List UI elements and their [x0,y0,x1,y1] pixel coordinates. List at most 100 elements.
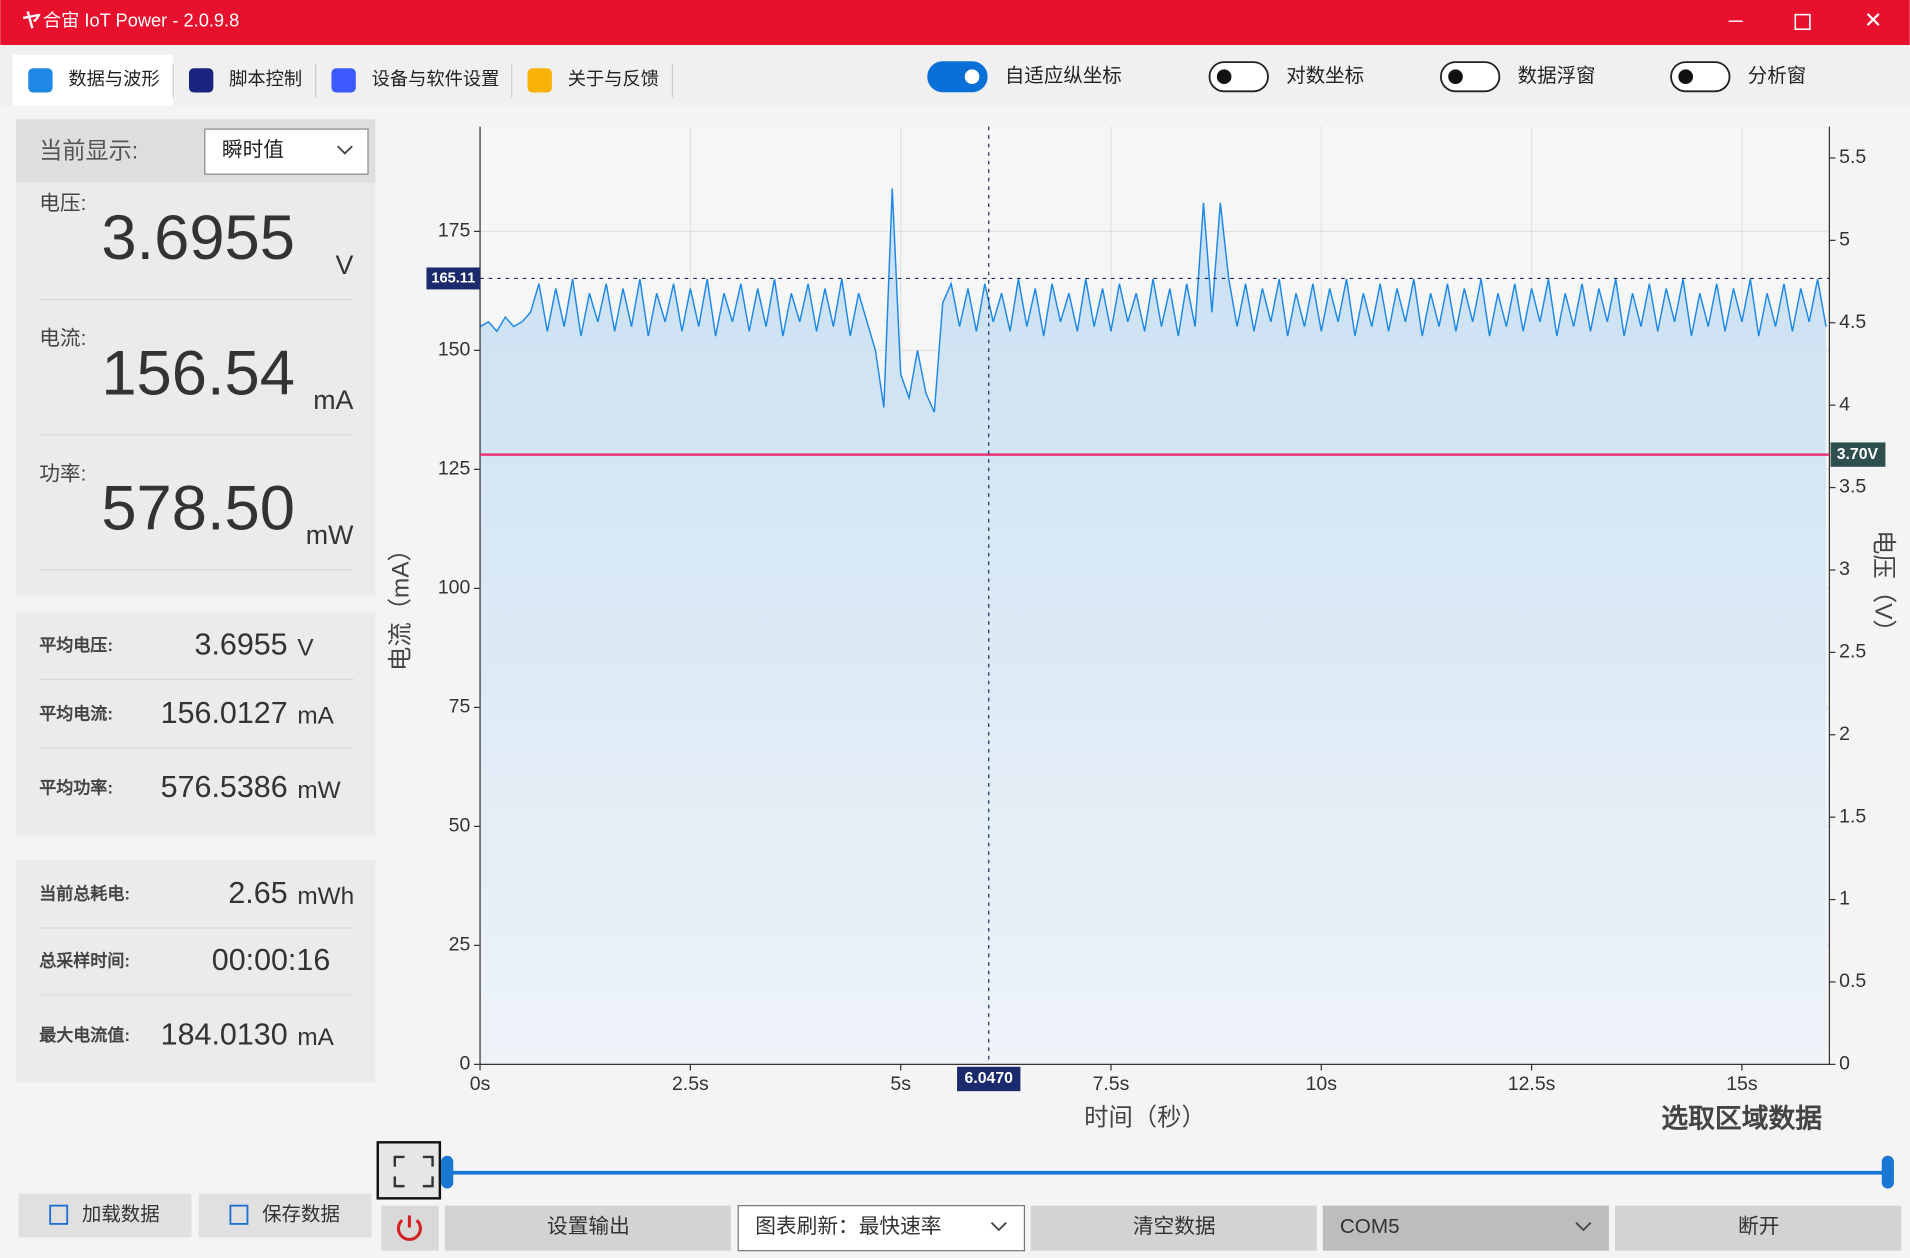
voltage-label-box [1830,442,1886,467]
bottom-button-label: 断开 [1738,1215,1779,1238]
slider-handle[interactable] [1881,1155,1894,1189]
y-tick-label: 75 [449,696,471,718]
reading-label: 功率: [39,462,86,485]
y2-axis-label: 电压（V） [1869,530,1896,644]
totals-panel [16,859,376,1083]
reading-unit: mW [306,520,354,550]
stat-unit: mA [297,703,334,730]
current-line [479,188,1827,413]
stat-unit: mWh [297,883,354,910]
power-button[interactable] [381,1205,439,1251]
x-tick-label: 10s [1306,1073,1338,1095]
stat-value: 156.0127 [161,696,288,730]
y2-tick-label: 0.5 [1839,970,1866,992]
marker-label-box [426,267,481,290]
side-button-label: 加载数据 [82,1204,160,1226]
y-tick-label: 175 [438,220,471,242]
close-button[interactable]: ✕ [1864,8,1882,33]
bottom-button-label: 图表刷新：最快速率 [755,1215,941,1238]
y-tick-label: 50 [449,815,471,837]
y2-tick-label: 1 [1839,888,1850,910]
tab-icon [527,68,552,93]
display-label: 当前显示: [39,137,138,163]
y2-tick-label: 4.5 [1839,311,1866,333]
bottom-button[interactable] [1030,1205,1317,1251]
toggle-knob [1448,69,1463,85]
tab-label[interactable]: 脚本控制 [229,68,302,89]
toggle-label: 数据浮窗 [1518,65,1596,87]
y-tick-label: 150 [438,339,471,361]
stat-value: 2.65 [228,876,287,910]
stat-label: 最大电流值: [39,1025,130,1045]
bottom-button[interactable] [1615,1205,1902,1251]
side-button-label: 保存数据 [262,1204,340,1226]
y2-tick-label: 5 [1839,229,1850,251]
slider-handle[interactable] [441,1155,454,1189]
tab-icon [188,68,214,93]
bottom-button[interactable] [737,1205,1026,1252]
zoom-icon [393,1155,434,1188]
y2-tick-label: 3.5 [1839,476,1866,498]
stat-unit: mW [297,777,340,804]
x-tick-label: 2.5s [672,1073,709,1095]
zoom-fit-button[interactable] [376,1141,442,1200]
tab-label[interactable]: 数据与波形 [68,68,159,89]
reading-value: 578.50 [101,473,295,543]
display-dropdown[interactable] [204,128,369,175]
bottom-button[interactable] [444,1205,731,1251]
x-axis-label: 时间（秒） [1084,1105,1206,1132]
x-tick-label: 15s [1726,1073,1758,1095]
bottom-button[interactable] [1322,1205,1609,1251]
stat-label: 平均功率: [39,778,113,798]
tab-icon [331,68,356,93]
reading-unit: V [336,250,354,280]
x-tick-label: 5s [890,1073,911,1095]
cursor-label-box [957,1066,1021,1092]
stat-value: 3.6955 [195,628,288,662]
stat-unit: mA [297,1024,334,1051]
minimize-button[interactable]: ─ [1728,10,1743,32]
reading-value: 3.6955 [101,203,295,273]
reading-value: 156.54 [101,338,295,408]
toggle-label: 自适应纵坐标 [1005,65,1122,87]
window-title: 合宙 IoT Power - 2.0.9.8 [43,10,239,31]
averages-panel [16,612,376,837]
toggle-knob [964,69,980,85]
voltage-label: 3.70V [1837,446,1879,463]
side-button[interactable] [18,1193,192,1238]
y-tick-label: 0 [459,1053,470,1075]
y-tick-label: 125 [438,458,471,480]
y2-tick-label: 0 [1839,1053,1850,1075]
button-icon [49,1204,69,1225]
power-icon [397,1215,422,1241]
tab-label[interactable]: 关于与反馈 [568,68,659,89]
app-icon: ヤ [22,10,41,32]
maximize-button[interactable] [1794,13,1811,31]
tab-icon [28,68,53,93]
tab-label[interactable]: 设备与软件设置 [372,68,500,89]
x-tick-label: 0s [470,1073,491,1095]
stat-value: 184.0130 [161,1017,288,1051]
bottom-button-label: COM5 [1340,1215,1400,1238]
title-bar [0,0,1910,46]
side-button[interactable] [198,1193,372,1238]
bottom-button-label: 设置输出 [547,1215,630,1238]
toggle-label: 对数坐标 [1286,65,1364,87]
y-tick-label: 25 [449,934,471,956]
bottom-button-label: 清空数据 [1133,1215,1216,1238]
x-tick-label: 7.5s [1093,1073,1130,1095]
stat-unit: V [297,635,314,662]
y2-tick-label: 4 [1839,393,1850,415]
stat-value: 576.5386 [161,770,288,804]
dropdown-chevron [990,1222,1007,1232]
toggle-label: 分析窗 [1748,65,1806,87]
y-axis-label: 电流（mA） [388,537,415,671]
y2-tick-label: 1.5 [1839,805,1866,827]
toggle-knob [1678,69,1693,85]
reading-label: 电流: [39,327,86,350]
select-region-label[interactable]: 选取区域数据 [1661,1103,1822,1133]
marker-label: 165.11 [431,270,475,286]
y2-tick-label: 2.5 [1839,641,1866,663]
y2-tick-label: 3 [1839,558,1850,580]
